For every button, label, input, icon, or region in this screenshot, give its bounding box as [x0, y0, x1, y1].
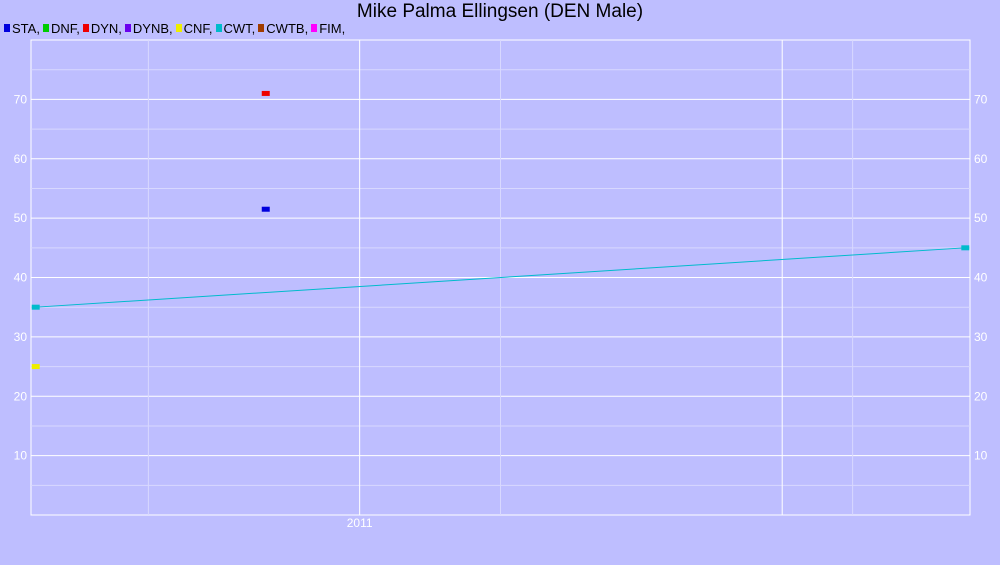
legend-item: DYN, — [82, 21, 122, 36]
legend: STA, DNF, DYN, DYNB, CNF, CWT, CWTB, FIM, — [4, 21, 348, 36]
legend-label: FIM, — [319, 21, 346, 36]
y-tick-label-left: 10 — [14, 449, 28, 463]
legend-swatch — [42, 24, 49, 32]
y-tick-label-right: 30 — [974, 330, 988, 344]
y-tick-label-left: 50 — [14, 211, 28, 225]
x-tick-label: 2011 — [347, 516, 373, 530]
legend-swatch — [82, 24, 89, 32]
y-tick-label-left: 70 — [14, 92, 28, 106]
y-tick-label-left: 20 — [14, 389, 28, 403]
legend-label: DYN, — [90, 21, 122, 36]
legend-swatch — [124, 24, 131, 32]
legend-item: CNF, — [175, 21, 213, 36]
data-point — [961, 245, 970, 251]
legend-item: CWT, — [215, 21, 256, 36]
data-point — [31, 304, 40, 310]
legend-item: FIM, — [311, 21, 345, 36]
legend-item: STA, — [4, 21, 40, 36]
legend-item: DNF, — [42, 21, 80, 36]
legend-label: DYNB, — [132, 21, 173, 36]
y-tick-label-right: 40 — [974, 271, 988, 285]
y-tick-label-right: 70 — [974, 92, 988, 106]
legend-swatch — [4, 24, 10, 32]
y-tick-label-left: 60 — [14, 152, 28, 166]
legend-label: CWT, — [223, 21, 256, 36]
legend-swatch — [175, 24, 182, 32]
y-tick-label-right: 10 — [974, 449, 988, 463]
y-tick-label-left: 30 — [14, 330, 28, 344]
data-point — [31, 364, 40, 370]
series-line — [35, 247, 966, 308]
data-point — [261, 90, 270, 96]
legend-swatch — [215, 24, 222, 32]
legend-label: DNF, — [50, 21, 80, 36]
legend-label: CWTB, — [266, 21, 309, 36]
legend-label: STA, — [12, 21, 40, 36]
y-tick-label-left: 40 — [14, 271, 28, 285]
legend-swatch — [258, 24, 265, 32]
legend-swatch — [311, 24, 318, 32]
chart-title: Mike Palma Ellingsen (DEN Male) — [356, 1, 644, 22]
y-tick-label-right: 60 — [974, 152, 988, 166]
y-tick-label-right: 20 — [974, 389, 988, 403]
data-point — [261, 206, 270, 212]
legend-item: DYNB, — [124, 21, 173, 36]
legend-item: CWTB, — [258, 21, 308, 36]
legend-label: CNF, — [183, 21, 213, 36]
y-tick-label-right: 50 — [974, 211, 988, 225]
